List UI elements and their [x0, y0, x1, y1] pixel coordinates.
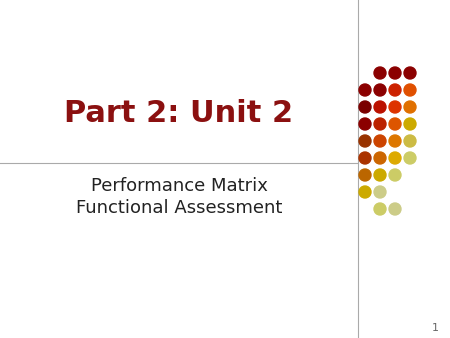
- Circle shape: [359, 101, 371, 113]
- Circle shape: [359, 186, 371, 198]
- Circle shape: [389, 84, 401, 96]
- Circle shape: [389, 67, 401, 79]
- Circle shape: [374, 169, 386, 181]
- Circle shape: [404, 118, 416, 130]
- Text: Part 2: Unit 2: Part 2: Unit 2: [64, 98, 293, 127]
- Circle shape: [359, 84, 371, 96]
- Circle shape: [404, 67, 416, 79]
- Circle shape: [359, 152, 371, 164]
- Circle shape: [359, 118, 371, 130]
- Circle shape: [389, 101, 401, 113]
- Circle shape: [404, 101, 416, 113]
- Circle shape: [374, 101, 386, 113]
- Circle shape: [389, 203, 401, 215]
- Circle shape: [389, 152, 401, 164]
- Circle shape: [374, 203, 386, 215]
- Circle shape: [374, 84, 386, 96]
- Circle shape: [404, 152, 416, 164]
- Circle shape: [374, 152, 386, 164]
- Circle shape: [404, 84, 416, 96]
- Text: Functional Assessment: Functional Assessment: [76, 199, 282, 217]
- Circle shape: [374, 186, 386, 198]
- Circle shape: [359, 135, 371, 147]
- Circle shape: [404, 135, 416, 147]
- Circle shape: [374, 67, 386, 79]
- Circle shape: [374, 118, 386, 130]
- Circle shape: [389, 118, 401, 130]
- Text: 1: 1: [432, 323, 438, 333]
- Text: Performance Matrix: Performance Matrix: [90, 177, 267, 195]
- Circle shape: [389, 169, 401, 181]
- Circle shape: [374, 135, 386, 147]
- Circle shape: [359, 169, 371, 181]
- Circle shape: [389, 135, 401, 147]
